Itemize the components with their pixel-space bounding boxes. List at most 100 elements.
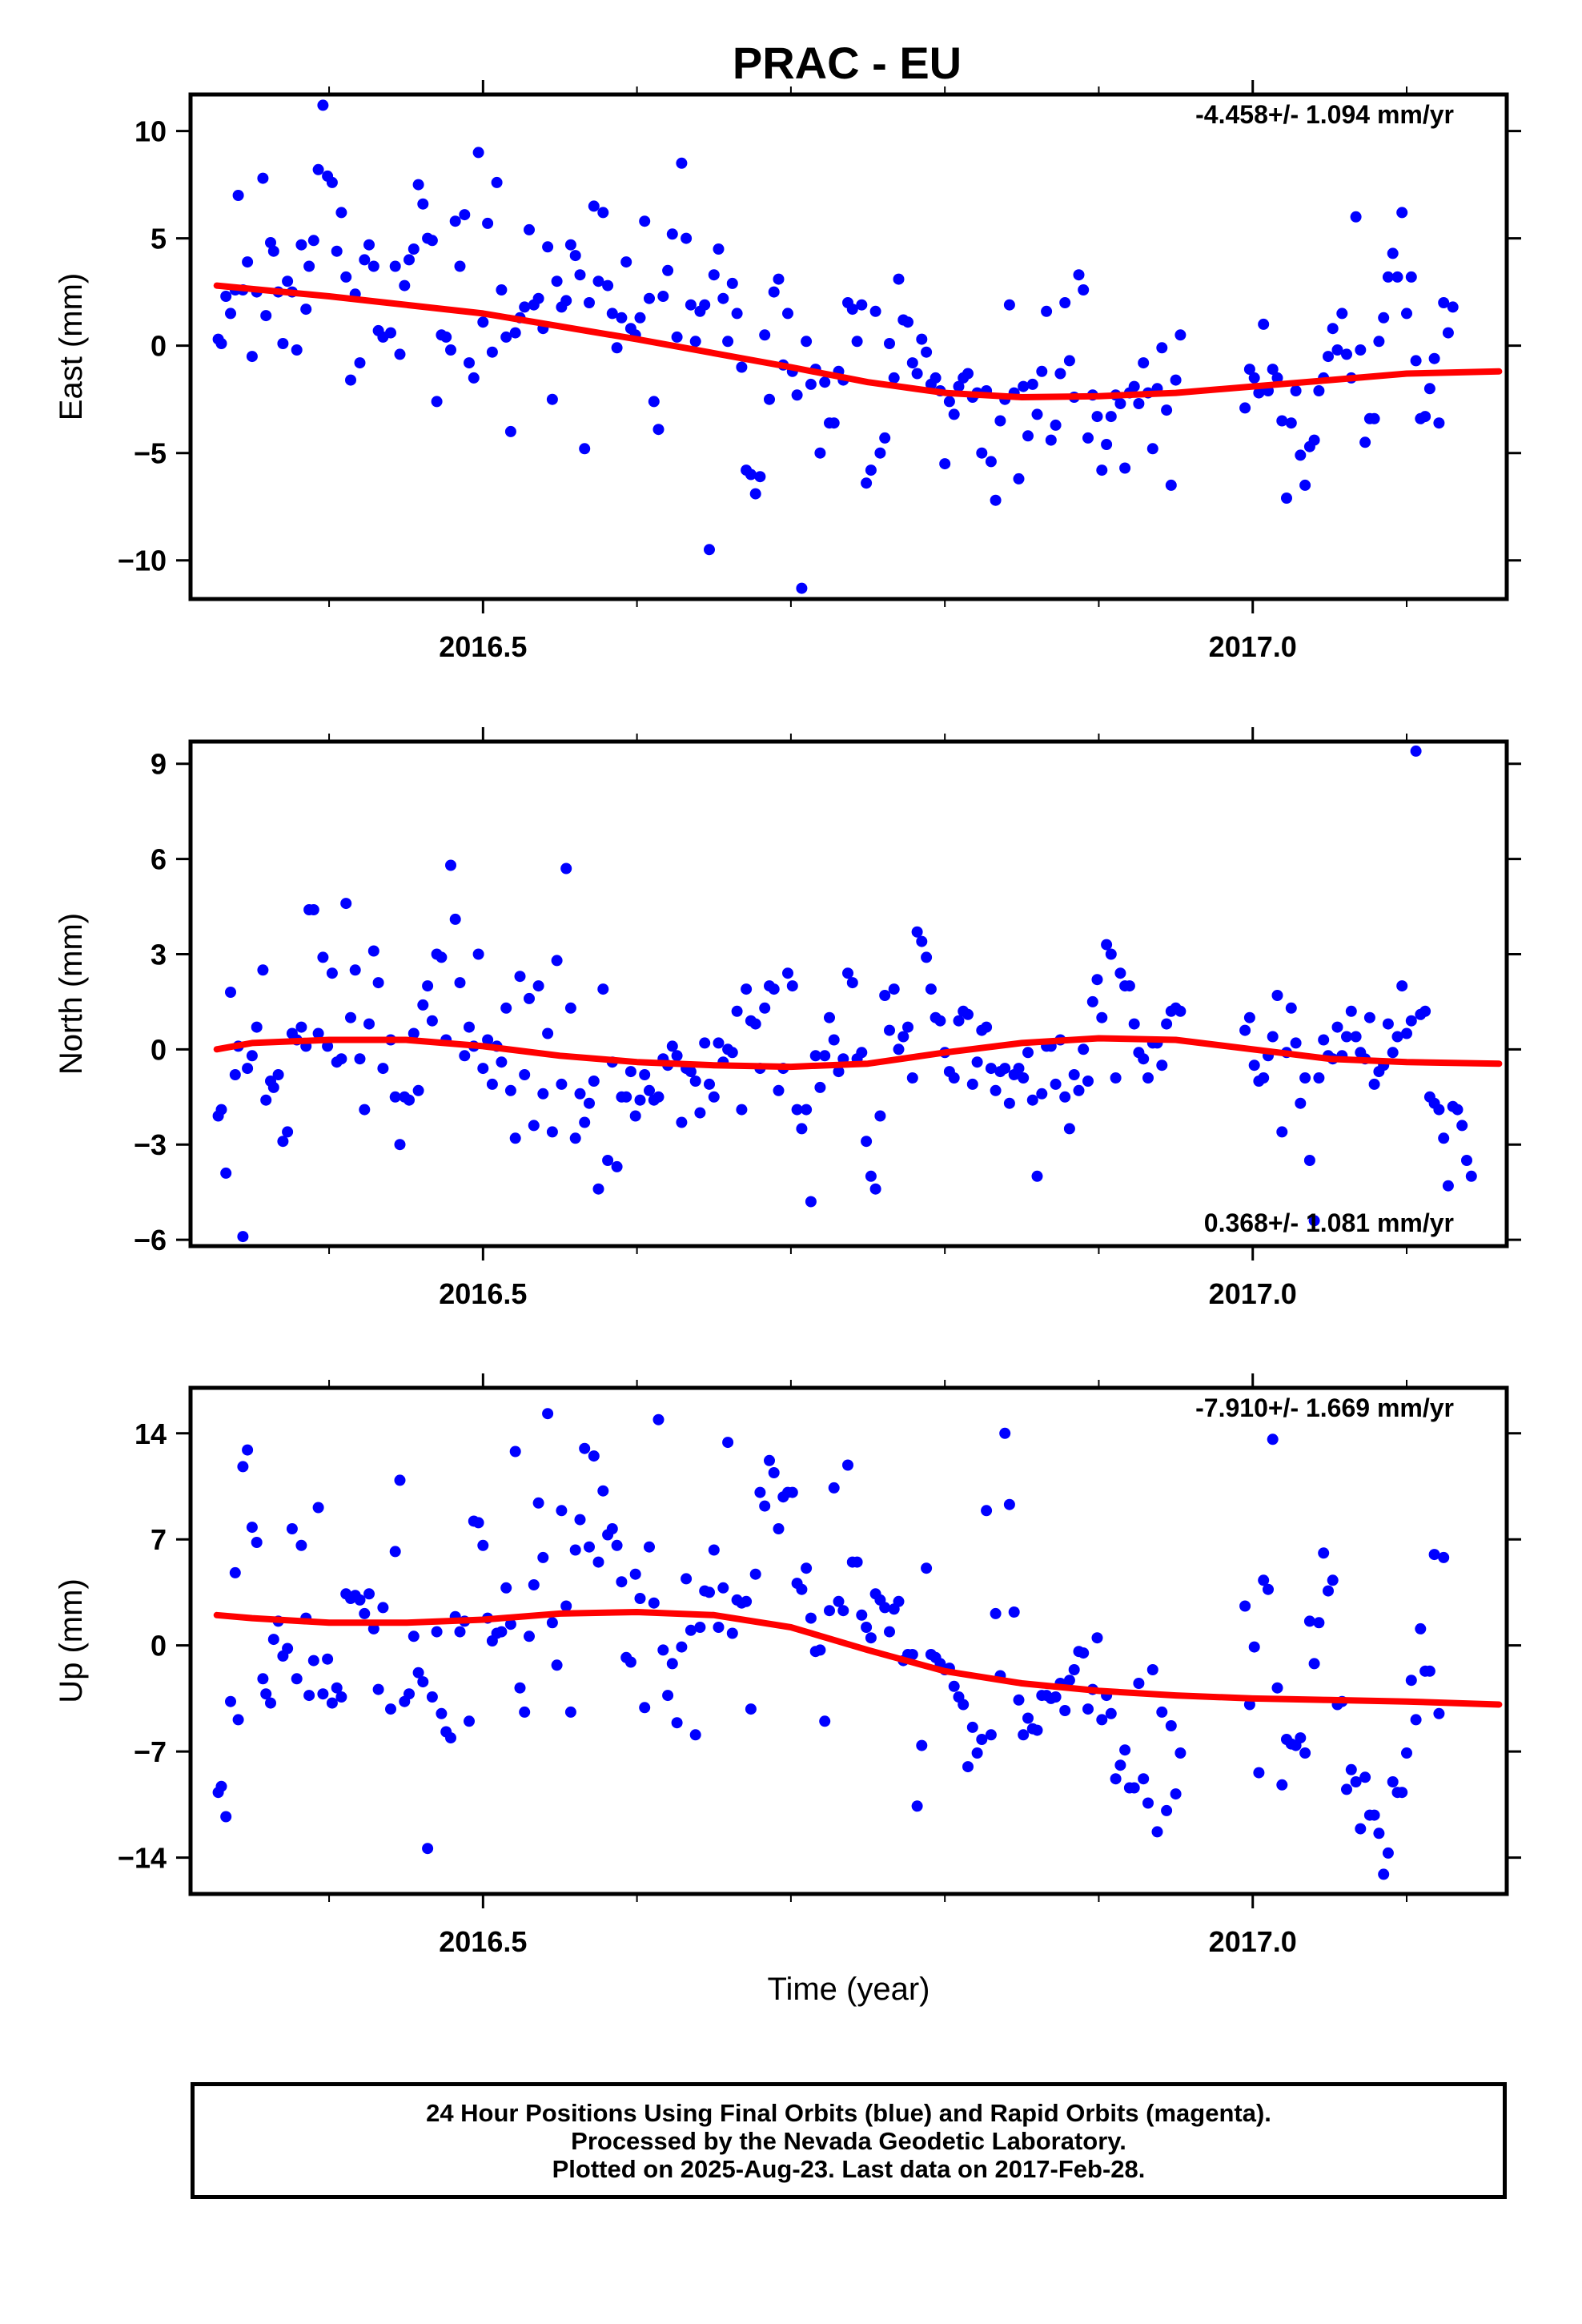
data-point: [1248, 1059, 1260, 1072]
data-point: [1387, 1776, 1399, 1787]
data-point: [1382, 1018, 1394, 1030]
data-point: [819, 1050, 831, 1062]
velocity-label: -4.458+/- 1.094 mm/yr: [1195, 100, 1454, 129]
data-point: [215, 1780, 227, 1792]
data-point: [1419, 1005, 1431, 1017]
data-point: [445, 859, 456, 871]
data-point: [1276, 1779, 1288, 1791]
data-point: [1391, 1031, 1403, 1043]
data-point: [1368, 412, 1380, 424]
data-point: [764, 1454, 775, 1466]
data-point: [277, 338, 289, 349]
data-point: [394, 1139, 406, 1151]
data-point: [1271, 1682, 1283, 1694]
data-point: [579, 1442, 591, 1454]
data-point: [519, 1706, 531, 1718]
data-point: [574, 1514, 586, 1526]
data-point: [962, 368, 974, 380]
data-point: [556, 1078, 568, 1090]
data-point: [359, 1104, 371, 1116]
data-point: [1438, 1551, 1450, 1563]
data-point: [363, 1018, 375, 1030]
data-point: [265, 1697, 276, 1709]
data-point: [1396, 980, 1408, 992]
data-point: [542, 1408, 554, 1420]
data-point: [354, 1594, 366, 1606]
data-point: [1248, 372, 1260, 384]
data-point: [454, 260, 466, 272]
data-point: [1401, 1027, 1412, 1039]
data-point: [1013, 1063, 1025, 1075]
data-point: [1170, 1788, 1182, 1800]
data-point: [1059, 297, 1071, 308]
data-point: [1091, 1632, 1103, 1644]
data-point: [524, 1630, 535, 1642]
data-point: [377, 1602, 389, 1614]
data-point: [916, 333, 928, 345]
data-point: [1138, 357, 1150, 369]
y-tick-label: −14: [118, 1842, 167, 1875]
data-point: [906, 357, 918, 369]
data-point: [731, 308, 743, 320]
data-point: [749, 488, 761, 500]
data-point: [1138, 1053, 1150, 1065]
data-point: [685, 1066, 697, 1078]
data-point: [464, 357, 475, 369]
data-point: [925, 983, 937, 995]
data-point: [307, 904, 319, 915]
data-point: [1327, 1574, 1339, 1586]
data-point: [851, 336, 863, 348]
y-tick-label: 14: [135, 1417, 167, 1450]
data-point: [532, 980, 544, 992]
data-point: [713, 1037, 725, 1049]
data-point: [884, 1024, 895, 1036]
data-point: [741, 1595, 753, 1607]
data-point: [976, 1734, 988, 1745]
data-points: [212, 99, 1459, 594]
data-point: [569, 250, 581, 262]
data-point: [694, 1107, 706, 1119]
data-point: [1059, 1705, 1071, 1716]
data-point: [509, 327, 521, 339]
data-point: [1303, 1615, 1315, 1627]
data-point: [459, 1050, 471, 1062]
data-point: [477, 316, 489, 328]
data-point: [1248, 1641, 1260, 1653]
caption-box: 24 Hour Positions Using Final Orbits (bl…: [191, 2082, 1507, 2199]
data-point: [454, 1626, 466, 1638]
x-tick-label: 2016.5: [439, 1277, 527, 1310]
data-point: [1050, 419, 1062, 431]
data-point: [349, 964, 361, 976]
data-point: [449, 913, 461, 925]
data-point: [537, 1551, 549, 1563]
data-point: [1471, 0, 1482, 6]
data-point: [1068, 1664, 1080, 1675]
y-tick-label: 10: [135, 115, 167, 148]
data-point: [408, 1630, 420, 1642]
data-point: [532, 292, 544, 304]
data-point: [1295, 449, 1307, 461]
data-point: [801, 1562, 813, 1574]
data-point: [657, 1644, 669, 1656]
data-point: [1243, 364, 1255, 376]
data-point: [468, 372, 480, 384]
data-point: [856, 299, 868, 311]
data-point: [267, 1081, 279, 1093]
data-point: [666, 1040, 678, 1052]
data-point: [930, 372, 942, 384]
data-point: [312, 163, 324, 175]
data-point: [888, 983, 900, 995]
data-point: [372, 977, 384, 989]
data-point: [833, 1066, 845, 1078]
data-point: [1123, 980, 1135, 992]
data-point: [422, 1843, 434, 1855]
data-point: [629, 1110, 641, 1122]
data-point: [1396, 207, 1408, 219]
data-point: [846, 977, 858, 989]
data-point: [340, 898, 352, 910]
data-point: [861, 1136, 873, 1148]
data-point: [1313, 1072, 1325, 1084]
data-point: [1003, 299, 1015, 311]
data-point: [916, 1739, 928, 1751]
data-point: [1078, 1647, 1090, 1659]
